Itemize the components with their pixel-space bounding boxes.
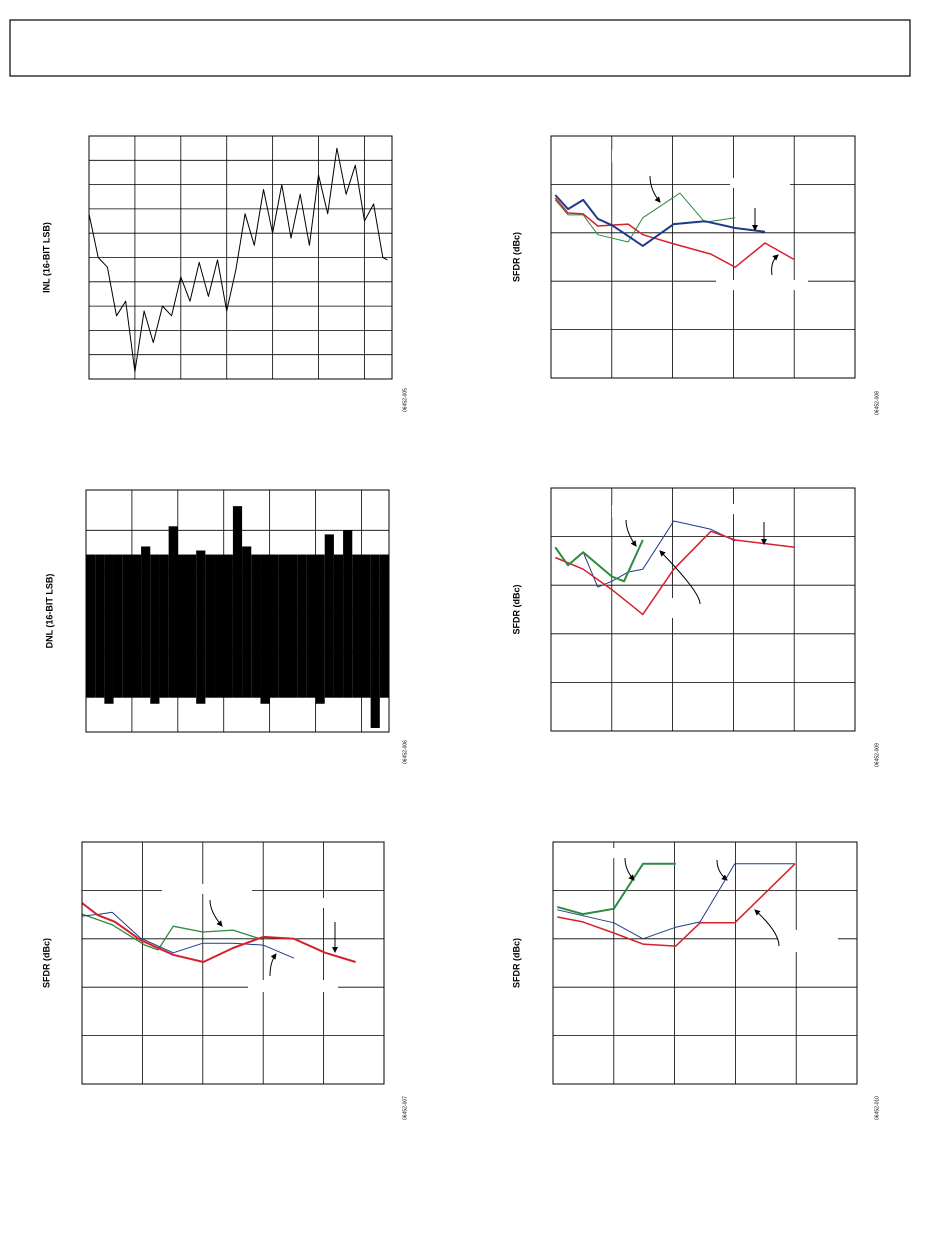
y-axis-label: SFDR (dBc): [511, 938, 521, 988]
figure-id: 06452-006: [402, 740, 408, 764]
dnl-range: [251, 554, 261, 698]
plot-frame: [550, 487, 856, 732]
dnl-range: [306, 554, 316, 698]
annotation-arrow: [649, 175, 661, 203]
dnl-range: [214, 554, 224, 698]
series-line: [81, 913, 264, 951]
series-line: [557, 863, 796, 947]
annotation-arrow: [716, 859, 728, 881]
dnl-range: [150, 554, 160, 704]
label-patch: [612, 505, 632, 517]
series-line: [554, 192, 736, 243]
dnl-range: [223, 554, 233, 698]
figure-id: 06452-010: [874, 1096, 880, 1120]
dnl-range: [131, 554, 142, 698]
label-patch: [612, 150, 672, 162]
dnl-range: [343, 530, 353, 698]
dnl-range: [315, 554, 325, 704]
plot-frame: [88, 135, 393, 380]
label-patch: [602, 848, 642, 858]
series-line: [554, 197, 796, 268]
label-patch: [248, 980, 338, 992]
y-axis-label: SFDR (dBc): [511, 232, 521, 282]
series-line: [554, 194, 766, 247]
series-line: [555, 530, 795, 616]
plot-frame: [552, 841, 858, 1085]
dnl-range: [361, 554, 371, 698]
figure-id: 06452-005: [402, 388, 408, 412]
dnl-range: [205, 554, 215, 698]
y-axis-label: SFDR (dBc): [41, 938, 51, 988]
chart: INL (16-BIT LSB) 06452-005: [41, 135, 408, 412]
dnl-range: [269, 554, 279, 698]
chart: SFDR (dBc) 06452-010: [511, 841, 880, 1120]
series-line: [81, 902, 356, 963]
annotation-arrow: [659, 550, 701, 605]
figure-id: 06452-007: [402, 1096, 408, 1120]
y-axis-label: INL (16-BIT LSB): [41, 222, 51, 293]
annotation-arrow: [754, 909, 780, 947]
dnl-range: [352, 554, 362, 698]
dnl-range: [122, 554, 132, 698]
chart: DNL (16-BIT LSB) 06452-006: [44, 489, 408, 764]
chart: SFDR (dBc) 06452-007: [41, 841, 408, 1120]
annotation-arrow: [269, 953, 277, 977]
dnl-range: [232, 506, 243, 698]
dnl-range: [95, 554, 105, 698]
series-line: [557, 862, 676, 916]
y-axis-label: SFDR (dBc): [511, 585, 521, 635]
dnl-range: [260, 554, 270, 704]
dnl-range: [141, 546, 151, 698]
annotation-arrow: [625, 519, 637, 547]
annotation-arrow: [209, 899, 223, 927]
plot-frame: [550, 135, 856, 379]
label-patch: [730, 178, 790, 188]
annotations: [162, 150, 838, 992]
dnl-range: [113, 554, 123, 698]
label-patch: [778, 930, 838, 952]
y-axis-label: DNL (16-BIT LSB): [44, 574, 54, 649]
dnl-range: [196, 550, 206, 704]
dnl-range: [288, 554, 298, 698]
plot-frame: [81, 841, 385, 1085]
dnl-range: [168, 526, 178, 698]
figure-id: 06452-009: [874, 743, 880, 767]
series-line: [81, 911, 295, 959]
dnl-range: [104, 554, 114, 704]
annotation-arrow: [624, 857, 635, 881]
label-patch: [730, 504, 790, 514]
series-line: [554, 539, 644, 583]
dnl-range: [242, 546, 252, 698]
dnl-range: [370, 554, 380, 728]
chart: SFDR (dBc) 06452-009: [511, 487, 880, 767]
dnl-range: [333, 554, 344, 698]
dnl-range: [86, 554, 96, 698]
chart: SFDR (dBc) 06452-008: [511, 135, 880, 415]
dnl-range: [159, 554, 169, 698]
dnl-range: [379, 554, 389, 698]
header-box: [9, 19, 911, 77]
label-patch: [162, 884, 252, 894]
dnl-range: [177, 554, 187, 698]
dnl-range: [324, 534, 334, 698]
series-line: [88, 147, 388, 373]
figure-id: 06452-008: [874, 391, 880, 415]
annotation-arrow: [771, 254, 779, 276]
label-patch: [315, 898, 345, 908]
dnl-range: [297, 554, 307, 698]
label-patch: [672, 598, 732, 618]
series-line: [557, 863, 795, 940]
dnl-range: [187, 554, 197, 698]
dnl-range: [278, 554, 288, 698]
label-patch: [716, 280, 808, 290]
plot-frame: [85, 489, 390, 733]
